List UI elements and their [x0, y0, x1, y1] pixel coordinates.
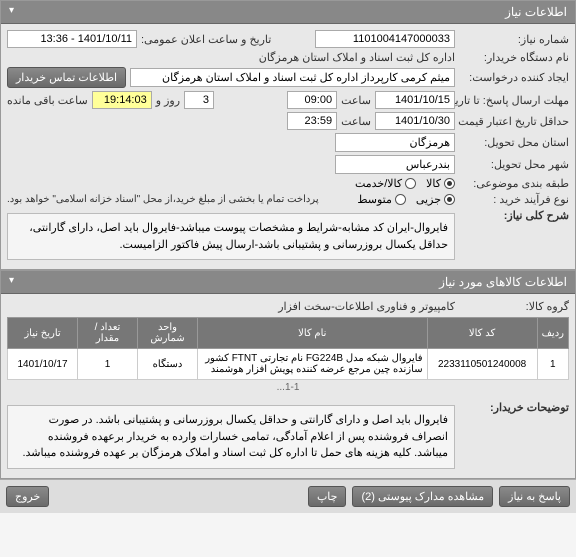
radio-label: کالا/خدمت — [355, 177, 402, 190]
remain-label: ساعت باقی مانده — [7, 94, 88, 107]
goods-info-header[interactable]: اطلاعات کالاهای مورد نیاز — [1, 271, 575, 294]
deadline-time-label: ساعت — [341, 94, 371, 107]
buyer-dev-value: اداره کل ثبت اسناد و املاک استان هرمزگان — [259, 51, 455, 64]
goods-info-body: گروه کالا: کامپیوتر و فناوری اطلاعات-سخت… — [1, 294, 575, 478]
buy-type-radio-group: جزیی متوسط — [357, 193, 455, 206]
col-code: کد کالا — [427, 318, 537, 349]
cell-qty: 1 — [78, 349, 138, 380]
notes-label: توضیحات خریدار: — [459, 401, 569, 414]
city-label: شهر محل تحویل: — [459, 158, 569, 171]
need-info-header[interactable]: اطلاعات نیاز — [1, 1, 575, 24]
class-radio-group: کالا کالا/خدمت — [355, 177, 455, 190]
need-no-label: شماره نیاز: — [459, 33, 569, 46]
pager[interactable]: 1-1... — [7, 380, 569, 395]
close-button[interactable]: خروج — [6, 486, 49, 507]
cell-unit: دستگاه — [138, 349, 198, 380]
creator-value: میثم کرمی کارپرداز اداره کل ثبت اسناد و … — [130, 68, 455, 87]
goods-table: ردیف کد کالا نام کالا واحد شمارش تعداد /… — [7, 317, 569, 380]
radio-icon — [395, 194, 406, 205]
creator-label: ایجاد کننده درخواست: — [459, 71, 569, 84]
province-value: هرمزگان — [335, 133, 455, 152]
cell-code: 2233110501240008 — [427, 349, 537, 380]
print-button[interactable]: چاپ — [308, 486, 347, 507]
notes-value: فایروال باید اصل و دارای گارانتی و حداقل… — [7, 405, 455, 469]
days-value: 3 — [184, 91, 214, 109]
col-row: ردیف — [537, 318, 568, 349]
attachments-button[interactable]: مشاهده مدارک پیوستی (2) — [352, 486, 493, 507]
deadline-date-value: 1401/10/15 — [375, 91, 455, 109]
province-label: استان محل تحویل: — [459, 136, 569, 149]
buy-radio-motavaset[interactable]: متوسط — [357, 193, 406, 206]
class-label: طبقه بندی موضوعی: — [459, 177, 569, 190]
deadline-time-value: 09:00 — [287, 91, 337, 109]
table-header-row: ردیف کد کالا نام کالا واحد شمارش تعداد /… — [8, 318, 569, 349]
col-qty: تعداد / مقدار — [78, 318, 138, 349]
reply-button[interactable]: پاسخ به نیاز — [499, 486, 570, 507]
radio-icon — [405, 178, 416, 189]
radio-icon — [444, 178, 455, 189]
group-label: گروه کالا: — [459, 300, 569, 313]
need-info-panel: اطلاعات نیاز شماره نیاز: 110100414700003… — [0, 0, 576, 270]
buy-type-label: نوع فرآیند خرید : — [459, 193, 569, 206]
group-value: کامپیوتر و فناوری اطلاعات-سخت افزار — [278, 300, 455, 313]
need-info-body: شماره نیاز: 1101004147000033 تاریخ و ساع… — [1, 24, 575, 269]
city-value: بندرعباس — [335, 155, 455, 174]
cell-name: فایروال شبکه مدل FG224B نام تجارتی FTNT … — [198, 349, 428, 380]
need-no-value: 1101004147000033 — [315, 30, 455, 48]
credit-date-value: 1401/10/30 — [375, 112, 455, 130]
cell-idx: 1 — [537, 349, 568, 380]
radio-label: متوسط — [357, 193, 392, 206]
col-name: نام کالا — [198, 318, 428, 349]
pub-date-value: 1401/10/11 - 13:36 — [7, 30, 137, 48]
col-date: تاریخ نیاز — [8, 318, 78, 349]
class-radio-khadamat[interactable]: کالا/خدمت — [355, 177, 416, 190]
deadline-label: مهلت ارسال پاسخ: تا تاریخ: — [459, 94, 569, 107]
credit-time-value: 23:59 — [287, 112, 337, 130]
buyer-dev-label: نام دستگاه خریدار: — [459, 51, 569, 64]
class-radio-kala[interactable]: کالا — [426, 177, 455, 190]
pay-note: پرداخت تمام یا بخشی از مبلغ خرید،از محل … — [7, 194, 319, 205]
cell-date: 1401/10/17 — [8, 349, 78, 380]
credit-time-label: ساعت — [341, 115, 371, 128]
buy-radio-jozi[interactable]: جزیی — [416, 193, 455, 206]
remain-value: 19:14:03 — [92, 91, 152, 109]
footer-toolbar: پاسخ به نیاز مشاهده مدارک پیوستی (2) چاپ… — [0, 479, 576, 513]
credit-label: حداقل تاریخ اعتبار قیمت تا تاریخ: — [459, 115, 569, 128]
radio-icon — [444, 194, 455, 205]
goods-info-panel: اطلاعات کالاهای مورد نیاز گروه کالا: کام… — [0, 270, 576, 479]
col-unit: واحد شمارش — [138, 318, 198, 349]
contact-buyer-button[interactable]: اطلاعات تماس خریدار — [7, 67, 126, 88]
pub-date-label: تاریخ و ساعت اعلان عمومی: — [141, 33, 271, 46]
radio-label: کالا — [426, 177, 441, 190]
table-row[interactable]: 1 2233110501240008 فایروال شبکه مدل FG22… — [8, 349, 569, 380]
radio-label: جزیی — [416, 193, 441, 206]
desc-value: فایروال-ایران کد مشابه-شرایط و مشخصات پی… — [7, 213, 455, 260]
days-label: روز و — [156, 94, 180, 107]
desc-label: شرح کلی نیاز: — [459, 209, 569, 222]
